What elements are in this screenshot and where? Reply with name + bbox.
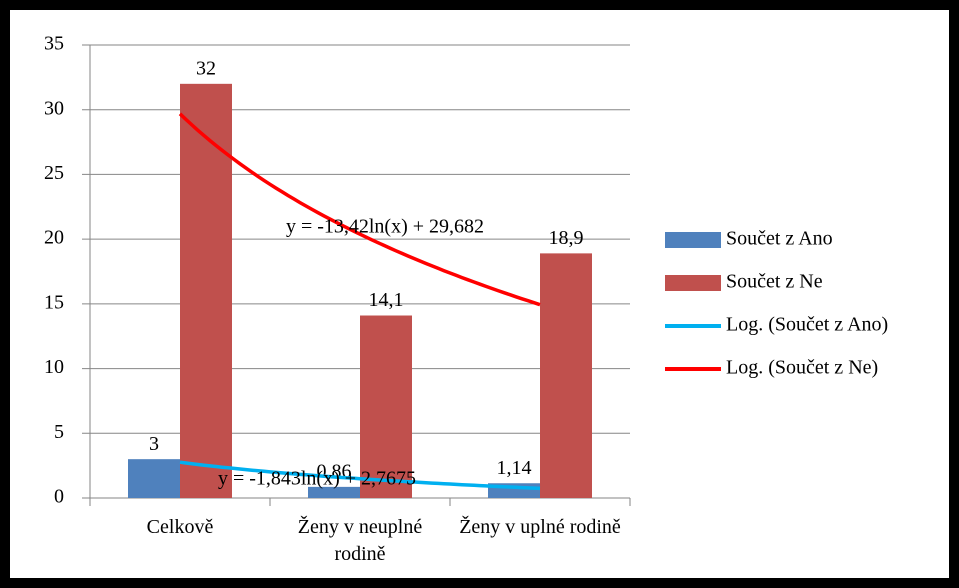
legend-label: Součet z Ano xyxy=(726,228,833,250)
x-tick-label: Ženy v uplné rodině xyxy=(459,515,621,538)
data-label: 1,14 xyxy=(497,457,532,479)
y-tick-label: 30 xyxy=(44,97,64,119)
legend-swatch xyxy=(665,232,721,248)
y-tick-label: 20 xyxy=(44,227,64,249)
bar xyxy=(128,459,180,498)
y-tick-label: 15 xyxy=(44,291,64,313)
bar xyxy=(180,83,232,498)
data-label: 14,1 xyxy=(369,289,404,311)
trendline-equation: y = -1,843ln(x) + 2,7675 xyxy=(218,468,416,490)
x-tick-label: Celkově xyxy=(147,516,214,538)
trendline-equation: y = -13,42ln(x) + 29,682 xyxy=(286,216,484,238)
x-tick-label: Ženy v neuplné rodině xyxy=(298,515,423,565)
legend-swatch xyxy=(665,275,721,291)
data-label: 32 xyxy=(196,57,216,79)
y-tick-label: 0 xyxy=(54,486,64,508)
y-tick-label: 25 xyxy=(44,162,64,184)
data-label: 3 xyxy=(149,433,159,455)
y-tick-label: 5 xyxy=(54,421,64,443)
bar xyxy=(540,253,592,498)
trendline xyxy=(178,112,541,307)
x-tick-label-line: Ženy v uplné rodině xyxy=(459,515,621,538)
trendline xyxy=(179,460,541,491)
bar xyxy=(360,315,412,498)
bar xyxy=(308,486,360,498)
legend-label: Log. (Součet z Ne) xyxy=(726,357,878,379)
x-tick-label-line: Ženy v neuplné xyxy=(298,515,423,538)
legend-label: Log. (Součet z Ano) xyxy=(726,314,888,336)
data-label: 18,9 xyxy=(549,227,584,249)
x-tick-label-line: Celkově xyxy=(147,516,214,538)
legend-label: Součet z Ne xyxy=(726,271,823,293)
x-tick-label-line: rodině xyxy=(334,543,385,565)
y-tick-label: 10 xyxy=(44,356,64,378)
y-tick-label: 35 xyxy=(44,33,64,55)
